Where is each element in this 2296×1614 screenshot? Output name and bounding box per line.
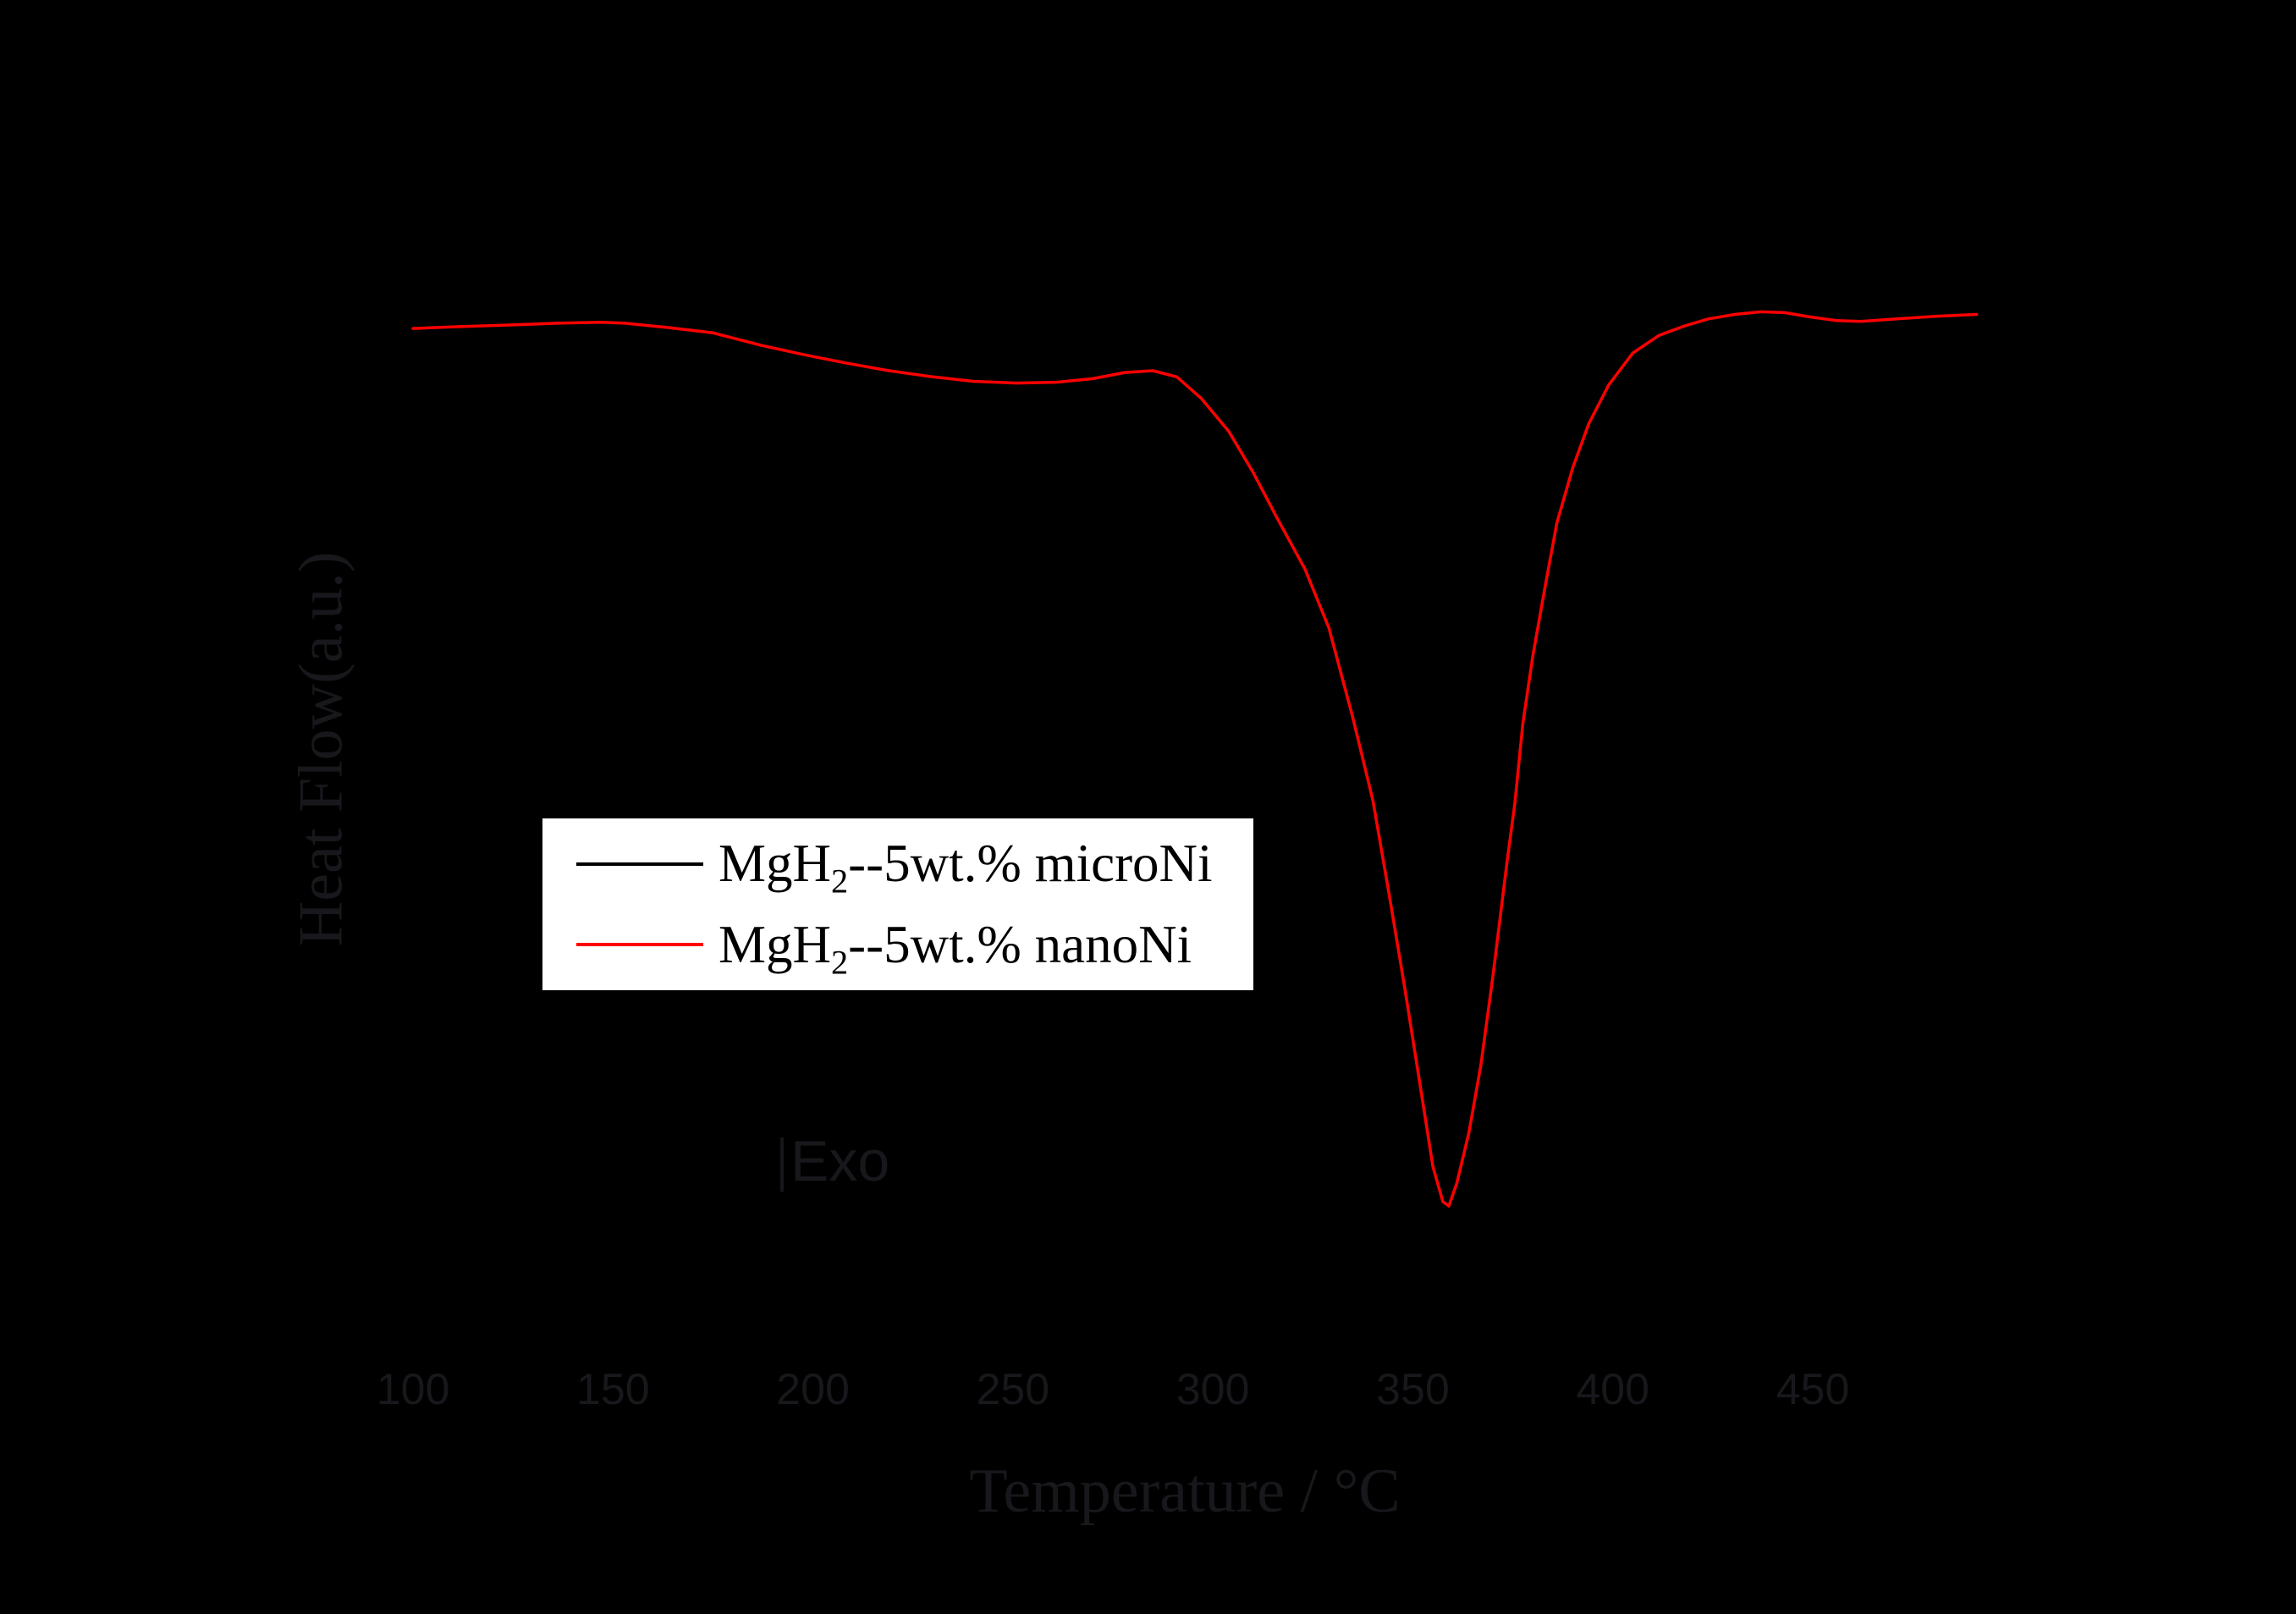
legend-entry: MgH2--5wt.% microNi [542, 824, 1253, 905]
legend-label: MgH2--5wt.% nanoNi [719, 914, 1192, 982]
series-curve-nanoNi [411, 310, 1979, 1208]
legend-box: MgH2--5wt.% microNi MgH2--5wt.% nanoNi [540, 816, 1256, 993]
exo-marker: Exo [780, 1132, 889, 1192]
legend-entry: MgH2--5wt.% nanoNi [542, 905, 1253, 986]
x-axis-title: Temperature / °C [969, 1457, 1401, 1526]
y-axis-title: Heat Flow(a.u.) [286, 551, 356, 947]
legend-line-sample [576, 943, 703, 947]
exo-direction-bar [780, 1138, 784, 1192]
legend-line-sample [576, 862, 703, 866]
exo-label: Exo [790, 1129, 890, 1193]
legend-label: MgH2--5wt.% microNi [719, 834, 1213, 901]
